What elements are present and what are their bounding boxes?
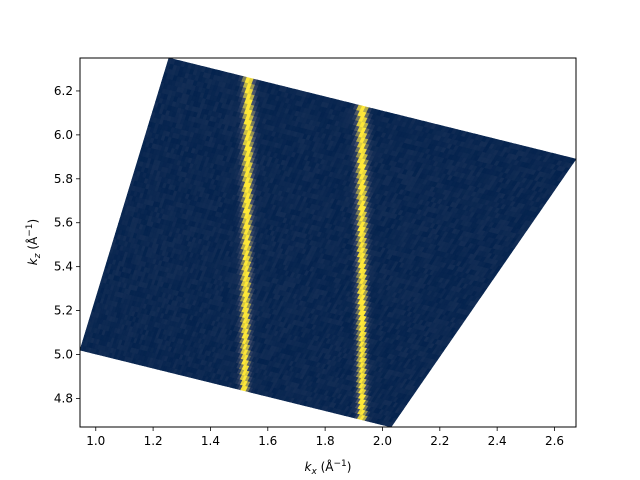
intensity-map [80,58,576,427]
